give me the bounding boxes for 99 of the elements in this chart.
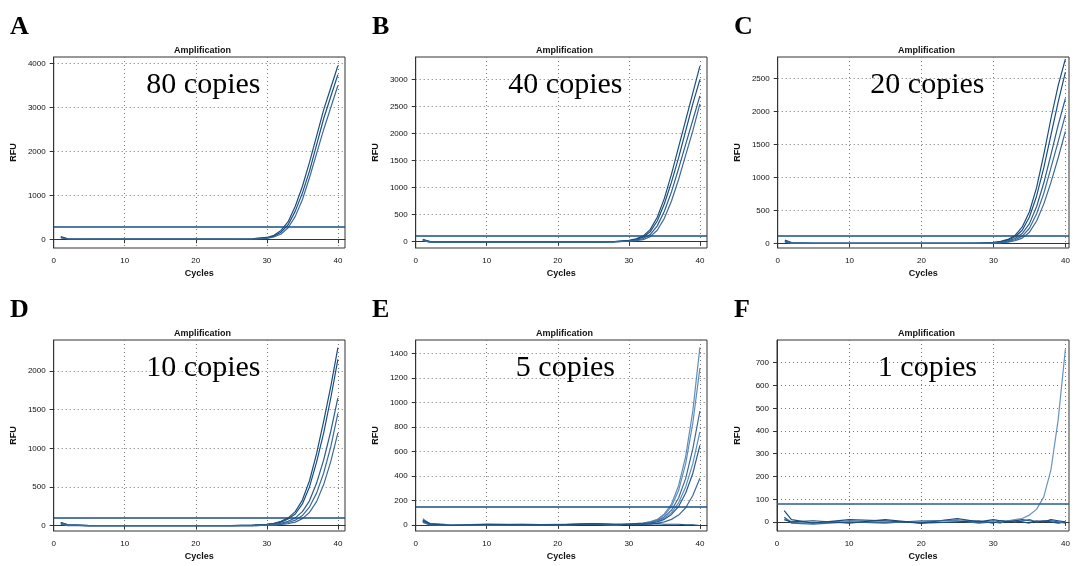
y-tick-label: 2000 xyxy=(27,366,47,376)
y-tick-label: 500 xyxy=(394,210,409,220)
x-axis-title: Cycles xyxy=(908,268,938,279)
y-axis-title: RFU xyxy=(7,426,18,445)
x-tick-label: 10 xyxy=(120,538,130,548)
chart-title: Amplification xyxy=(897,44,956,55)
x-tick-label: 0 xyxy=(413,538,419,548)
y-tick-label: 3000 xyxy=(27,102,47,112)
x-axis-title: Cycles xyxy=(184,551,214,562)
chart-title: Amplification xyxy=(535,44,594,55)
y-tick-label: 0 xyxy=(403,237,409,247)
text: A xyxy=(10,10,29,40)
x-tick-label: 20 xyxy=(917,255,927,265)
text: F xyxy=(734,293,750,323)
x-tick-label: 0 xyxy=(413,255,419,265)
annotation: 1 copies xyxy=(877,348,977,382)
text: C xyxy=(734,10,753,40)
y-tick-label: 2000 xyxy=(751,107,771,117)
y-tick-label: 2500 xyxy=(751,74,771,84)
y-tick-label: 600 xyxy=(394,446,409,456)
y-tick-label: 500 xyxy=(32,482,47,492)
y-tick-label: 1000 xyxy=(389,183,409,193)
text: D xyxy=(10,293,29,323)
x-tick-label: 10 xyxy=(120,255,130,265)
y-tick-label: 600 xyxy=(755,380,770,390)
y-tick-label: 0 xyxy=(764,517,770,527)
y-tick-label: 1400 xyxy=(389,348,409,358)
y-tick-label: 100 xyxy=(755,494,770,504)
y-tick-label: 1200 xyxy=(389,373,409,383)
x-tick-label: 0 xyxy=(51,255,57,265)
y-tick-label: 2500 xyxy=(389,102,409,112)
y-tick-label: 2000 xyxy=(27,146,47,156)
x-tick-label: 30 xyxy=(988,538,999,548)
y-tick-label: 500 xyxy=(756,205,771,215)
y-tick-label: 0 xyxy=(41,234,47,244)
x-axis-title: Cycles xyxy=(546,551,576,562)
x-tick-label: 40 xyxy=(333,255,343,265)
x-tick-label: 40 xyxy=(1060,538,1071,548)
x-tick-label: 10 xyxy=(844,538,855,548)
x-tick-label: 40 xyxy=(695,538,705,548)
annotation: 5 copies xyxy=(515,348,615,382)
x-tick-label: 0 xyxy=(51,538,57,548)
y-tick-label: 1500 xyxy=(389,156,409,166)
x-tick-label: 10 xyxy=(845,255,855,265)
text: B xyxy=(372,10,390,40)
x-tick-label: 0 xyxy=(775,255,781,265)
y-tick-label: 200 xyxy=(394,495,409,505)
y-tick-label: 400 xyxy=(394,471,409,481)
y-tick-label: 0 xyxy=(41,521,47,531)
y-tick-label: 200 xyxy=(755,471,770,481)
x-tick-label: 30 xyxy=(262,255,272,265)
text: E xyxy=(372,293,390,323)
y-tick-label: 400 xyxy=(755,426,770,436)
y-tick-label: 700 xyxy=(755,358,770,368)
y-tick-label: 1000 xyxy=(27,190,47,200)
x-tick-label: 20 xyxy=(916,538,927,548)
x-tick-label: 20 xyxy=(191,255,201,265)
x-axis-title: Cycles xyxy=(184,268,214,279)
y-tick-label: 1500 xyxy=(27,405,47,415)
x-tick-label: 40 xyxy=(333,538,343,548)
x-tick-label: 10 xyxy=(482,255,492,265)
y-axis-title: RFU xyxy=(7,143,18,162)
y-tick-label: 1000 xyxy=(389,397,409,407)
chart-title: Amplification xyxy=(173,44,232,55)
y-tick-label: 1000 xyxy=(27,443,47,453)
annotation: 10 copies xyxy=(146,348,261,382)
chart-title: Amplification xyxy=(173,327,232,338)
chart-title: Amplification xyxy=(535,327,594,338)
x-tick-label: 0 xyxy=(774,538,780,548)
annotation: 80 copies xyxy=(146,65,261,99)
y-axis-title: RFU xyxy=(369,426,380,445)
x-tick-label: 20 xyxy=(553,538,563,548)
x-tick-label: 10 xyxy=(482,538,492,548)
x-tick-label: 30 xyxy=(624,255,634,265)
y-tick-label: 0 xyxy=(403,520,409,530)
x-tick-label: 30 xyxy=(624,538,634,548)
x-tick-label: 20 xyxy=(191,538,201,548)
x-axis-title: Cycles xyxy=(908,551,938,562)
y-tick-label: 2000 xyxy=(389,129,409,139)
y-tick-label: 3000 xyxy=(389,75,409,85)
y-tick-label: 0 xyxy=(765,238,771,248)
y-axis-title: RFU xyxy=(369,143,380,162)
y-tick-label: 4000 xyxy=(27,59,47,69)
x-axis-title: Cycles xyxy=(546,268,576,279)
y-tick-label: 1000 xyxy=(751,173,771,183)
y-axis-title: RFU xyxy=(731,426,742,445)
x-tick-label: 40 xyxy=(695,255,705,265)
x-tick-label: 30 xyxy=(989,255,999,265)
y-tick-label: 500 xyxy=(755,403,770,413)
x-tick-label: 30 xyxy=(262,538,272,548)
y-axis-title: RFU xyxy=(731,143,742,162)
y-tick-label: 1500 xyxy=(751,140,771,150)
annotation: 20 copies xyxy=(870,65,985,99)
chart-title: Amplification xyxy=(897,327,956,338)
x-tick-label: 40 xyxy=(1060,255,1071,265)
x-tick-label: 20 xyxy=(553,255,563,265)
annotation: 40 copies xyxy=(508,65,623,99)
y-tick-label: 300 xyxy=(755,449,770,459)
y-tick-label: 800 xyxy=(394,422,409,432)
